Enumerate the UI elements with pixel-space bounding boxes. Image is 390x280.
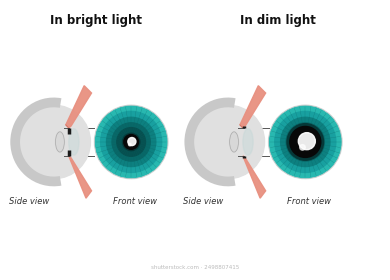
Circle shape [287,124,324,160]
Ellipse shape [69,129,79,155]
Circle shape [300,144,305,150]
Circle shape [128,143,131,146]
Circle shape [106,117,156,167]
Circle shape [281,117,330,167]
Circle shape [275,111,336,172]
Ellipse shape [243,129,253,155]
Text: In dim light: In dim light [240,14,316,27]
Polygon shape [69,156,92,198]
Text: Side view: Side view [183,197,223,206]
Circle shape [269,106,341,178]
Polygon shape [66,86,92,128]
Ellipse shape [191,105,264,179]
Circle shape [101,111,162,172]
Text: shutterstock.com · 2498807415: shutterstock.com · 2498807415 [151,265,239,270]
Polygon shape [240,86,266,128]
Circle shape [95,106,167,178]
Circle shape [117,128,145,156]
Circle shape [290,127,321,157]
Circle shape [122,133,140,151]
Circle shape [128,137,136,146]
Circle shape [291,128,320,156]
Ellipse shape [230,132,238,152]
Ellipse shape [55,132,64,152]
Circle shape [286,123,324,161]
Text: Front view: Front view [113,197,157,206]
Polygon shape [243,156,266,198]
Circle shape [94,105,168,179]
Text: Side view: Side view [9,197,50,206]
Text: In bright light: In bright light [50,14,142,27]
Circle shape [269,105,342,179]
Circle shape [112,123,150,161]
Ellipse shape [17,105,90,179]
Circle shape [298,133,316,150]
Text: Front view: Front view [287,197,331,206]
Circle shape [124,135,138,149]
